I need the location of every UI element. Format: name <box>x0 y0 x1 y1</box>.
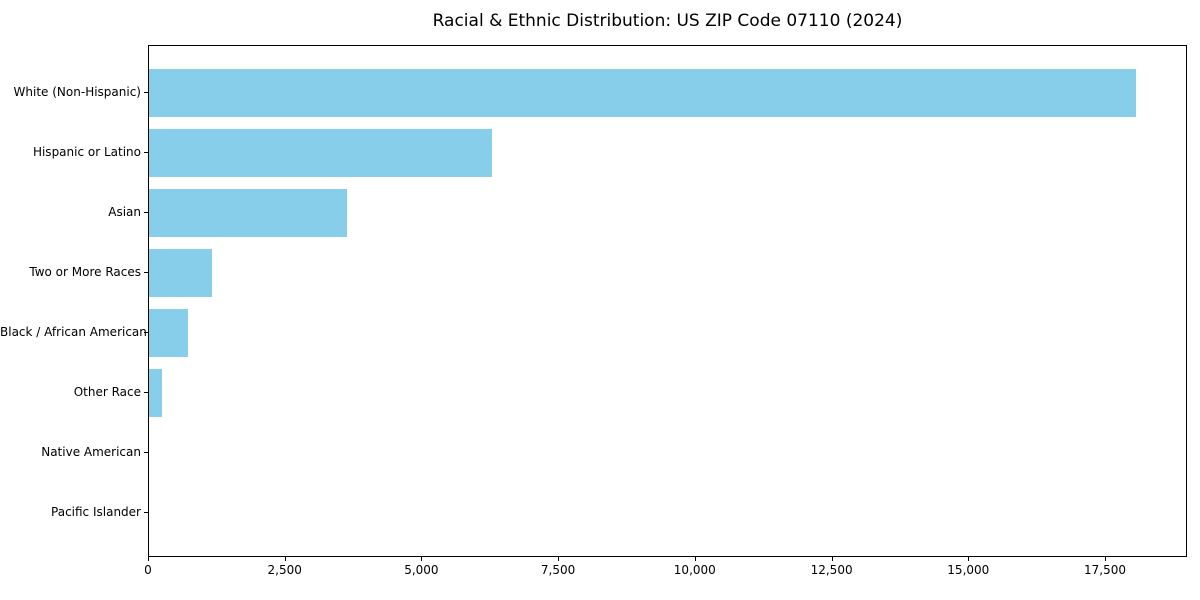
chart-title: Racial & Ethnic Distribution: US ZIP Cod… <box>432 11 903 31</box>
y-axis-label: Native American <box>41 445 141 459</box>
x-tick <box>694 557 696 561</box>
x-tick <box>558 557 560 561</box>
y-tick <box>144 212 148 213</box>
x-tick-label: 7,500 <box>540 563 576 577</box>
x-tick <box>421 557 423 561</box>
x-tick-label: 17,500 <box>1084 563 1126 577</box>
plot-area <box>148 45 1187 557</box>
y-axis-label: Pacific Islander <box>51 505 141 519</box>
bar <box>149 309 189 357</box>
y-tick <box>144 512 148 513</box>
bar <box>149 189 347 237</box>
bar <box>149 369 162 417</box>
y-tick <box>144 332 148 333</box>
bar <box>149 129 493 177</box>
y-axis-label: Black / African American <box>0 325 147 339</box>
x-tick <box>148 557 149 561</box>
x-tick <box>1105 557 1106 561</box>
x-tick-label: 2,500 <box>267 563 302 577</box>
x-tick-label: 12,500 <box>810 563 853 577</box>
x-tick-label: 15,000 <box>947 563 990 577</box>
y-tick <box>144 452 148 453</box>
x-tick <box>284 557 286 561</box>
x-tick <box>968 557 970 561</box>
y-axis-label: Other Race <box>73 385 141 399</box>
y-axis-label: Hispanic or Latino <box>32 145 141 159</box>
y-axis-label: White (Non-Hispanic) <box>13 85 141 99</box>
y-tick <box>144 272 148 273</box>
y-axis-label: Two or More Races <box>29 265 141 279</box>
x-tick-label: 0 <box>144 563 152 577</box>
x-tick <box>831 557 833 561</box>
y-tick <box>144 152 148 153</box>
bar <box>149 69 1136 117</box>
bar <box>149 249 212 297</box>
y-axis-label: Asian <box>108 205 141 219</box>
y-tick <box>144 392 148 393</box>
y-tick <box>144 92 148 93</box>
x-tick-label: 5,000 <box>404 563 439 577</box>
x-tick-label: 10,000 <box>673 563 716 577</box>
